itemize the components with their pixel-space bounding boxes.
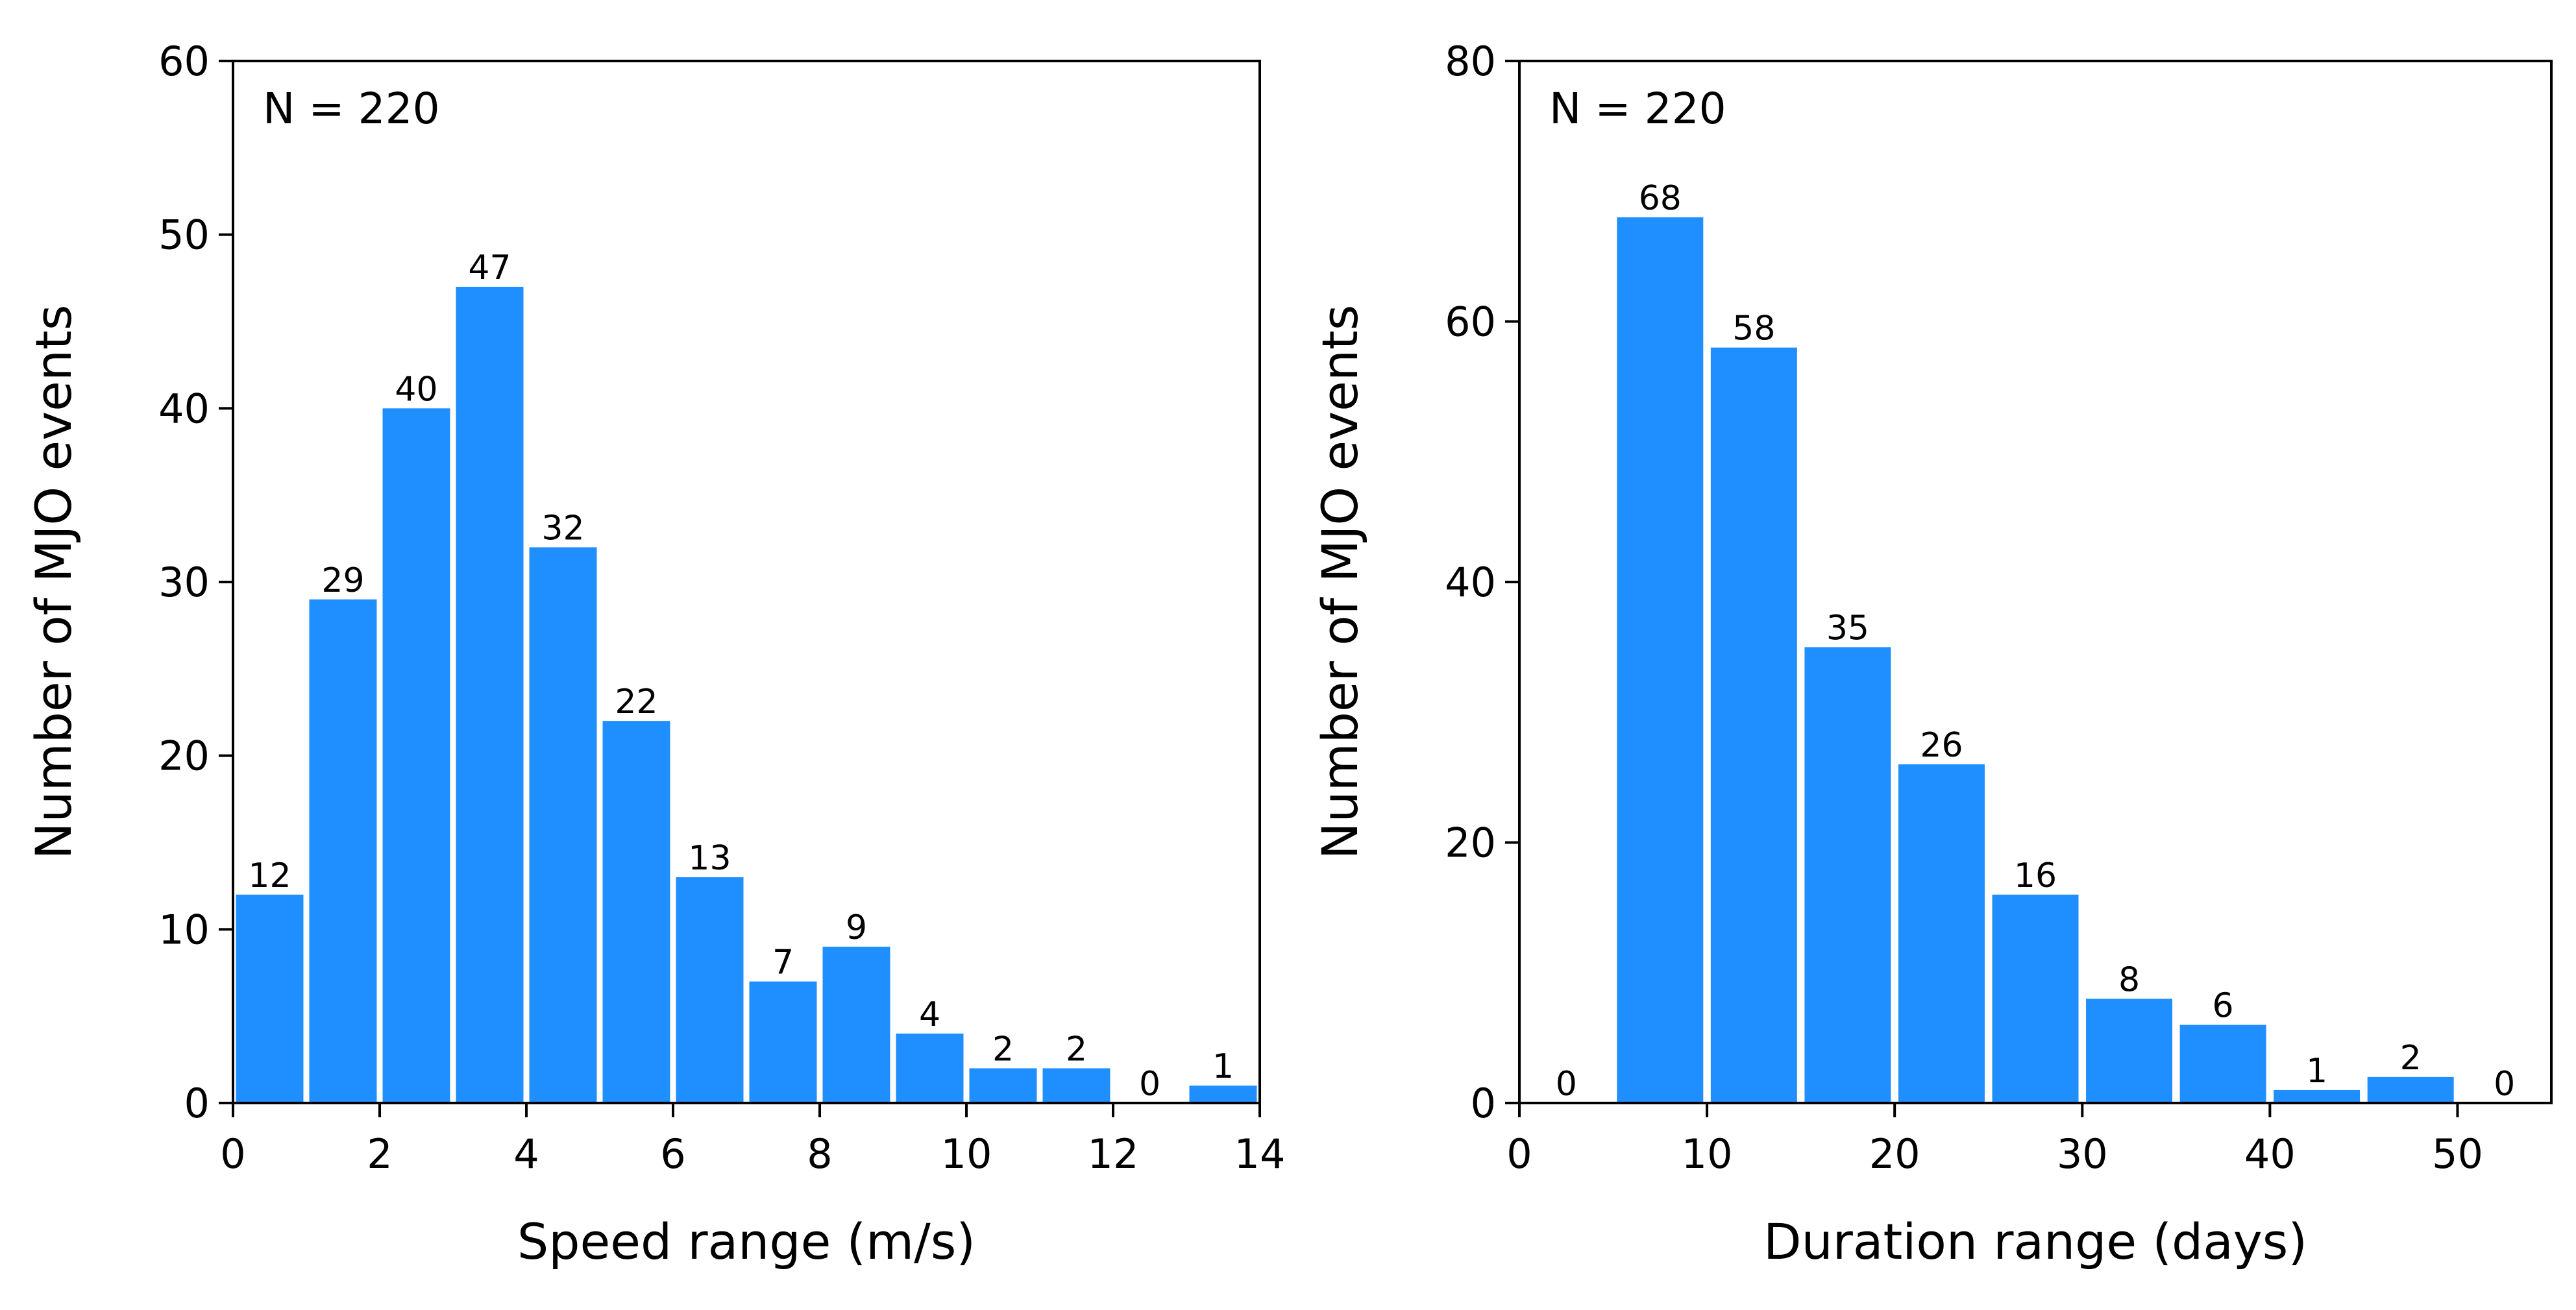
- duration-bar: [2179, 1025, 2266, 1103]
- speed-y-axis-label: Number of MJO events: [25, 305, 82, 860]
- speed-bar-value-label: 1: [1212, 1047, 1234, 1086]
- speed-bar: [969, 1068, 1037, 1103]
- speed-x-tick-label: 10: [941, 1130, 992, 1178]
- speed-y-tick-label: 50: [158, 212, 210, 259]
- speed-n-annotation: N = 220: [263, 84, 440, 134]
- speed-bar-value-label: 2: [1066, 1030, 1087, 1069]
- duration-y-tick-label: 60: [1445, 298, 1496, 346]
- speed-bar: [382, 408, 450, 1104]
- duration-y-tick-label: 0: [1471, 1080, 1496, 1127]
- duration-bar: [2367, 1076, 2454, 1103]
- speed-x-tick-label: 6: [660, 1130, 685, 1178]
- speed-y-tick-label: 0: [184, 1080, 210, 1127]
- speed-x-tick-label: 2: [367, 1130, 392, 1178]
- speed-bar-value-label: 7: [772, 943, 794, 982]
- duration-bar: [1804, 647, 1891, 1103]
- duration-bar-value-label: 35: [1826, 609, 1869, 648]
- speed-bar-value-label: 22: [615, 683, 657, 722]
- speed-y-tick-label: 60: [158, 38, 210, 85]
- speed-bar-value-label: 13: [688, 839, 731, 878]
- duration-bar-value-label: 1: [2306, 1052, 2327, 1091]
- speed-x-tick-label: 12: [1088, 1130, 1139, 1178]
- speed-bar: [236, 894, 304, 1103]
- duration-bar-value-label: 0: [1556, 1065, 1577, 1104]
- duration-x-tick-label: 0: [1506, 1130, 1532, 1178]
- speed-y-tick-label: 30: [158, 559, 210, 606]
- duration-bar: [1898, 764, 1985, 1103]
- duration-y-tick-label: 20: [1445, 819, 1496, 867]
- duration-x-tick-label: 20: [1869, 1130, 1920, 1178]
- duration-x-tick-label: 30: [2057, 1130, 2108, 1178]
- duration-bar-value-label: 2: [2400, 1039, 2422, 1078]
- speed-y-tick-label: 20: [158, 733, 210, 780]
- duration-x-tick-label: 40: [2244, 1130, 2296, 1178]
- speed-bar: [602, 721, 670, 1103]
- speed-bar: [822, 947, 890, 1103]
- duration-x-tick-label: 50: [2432, 1130, 2483, 1178]
- duration-n-annotation: N = 220: [1549, 84, 1726, 134]
- speed-bar-value-label: 40: [395, 370, 437, 409]
- duration-bar-value-label: 6: [2213, 987, 2234, 1026]
- duration-bar-value-label: 26: [1920, 726, 1963, 765]
- duration-y-tick-label: 40: [1445, 559, 1496, 606]
- speed-y-tick-label: 10: [158, 906, 210, 953]
- speed-bar: [1189, 1086, 1257, 1103]
- speed-x-tick-label: 8: [807, 1130, 832, 1178]
- duration-bar: [2274, 1089, 2361, 1103]
- duration-bar-value-label: 0: [2494, 1065, 2515, 1104]
- speed-bar: [309, 599, 377, 1103]
- duration-bar-value-label: 16: [2014, 856, 2057, 895]
- speed-x-tick-label: 14: [1234, 1130, 1286, 1178]
- duration-bar-value-label: 68: [1639, 179, 1682, 218]
- speed-bar: [896, 1033, 964, 1103]
- speed-bar-value-label: 29: [321, 561, 364, 600]
- duration-bar-value-label: 8: [2118, 960, 2140, 999]
- speed-bar: [529, 547, 597, 1103]
- duration-x-axis-label: Duration range (days): [1763, 1213, 2307, 1270]
- duration-x-tick-label: 10: [1682, 1130, 1733, 1178]
- speed-bar-value-label: 4: [919, 995, 940, 1034]
- speed-bar-value-label: 12: [248, 856, 291, 895]
- duration-bar: [1617, 217, 1704, 1103]
- speed-bar: [749, 981, 817, 1103]
- duration-bar: [2086, 999, 2173, 1103]
- speed-x-tick-label: 0: [220, 1130, 245, 1178]
- duration-bar: [1710, 347, 1797, 1103]
- speed-bar: [456, 286, 524, 1103]
- speed-bar: [1042, 1068, 1110, 1103]
- speed-y-tick-label: 40: [158, 385, 210, 432]
- duration-bar: [1992, 894, 2079, 1103]
- speed-bar-value-label: 32: [541, 509, 584, 548]
- speed-bar-value-label: 0: [1139, 1065, 1160, 1104]
- duration-y-tick-label: 80: [1445, 38, 1496, 85]
- speed-bar-value-label: 2: [992, 1030, 1014, 1069]
- speed-x-axis-label: Speed range (m/s): [517, 1213, 975, 1270]
- speed-bar-value-label: 47: [468, 249, 511, 287]
- duration-bar-value-label: 58: [1732, 309, 1775, 348]
- speed-x-tick-label: 4: [513, 1130, 539, 1178]
- duration-y-axis-label: Number of MJO events: [1311, 305, 1369, 860]
- speed-bar: [676, 877, 744, 1103]
- speed-bar-value-label: 9: [846, 908, 867, 947]
